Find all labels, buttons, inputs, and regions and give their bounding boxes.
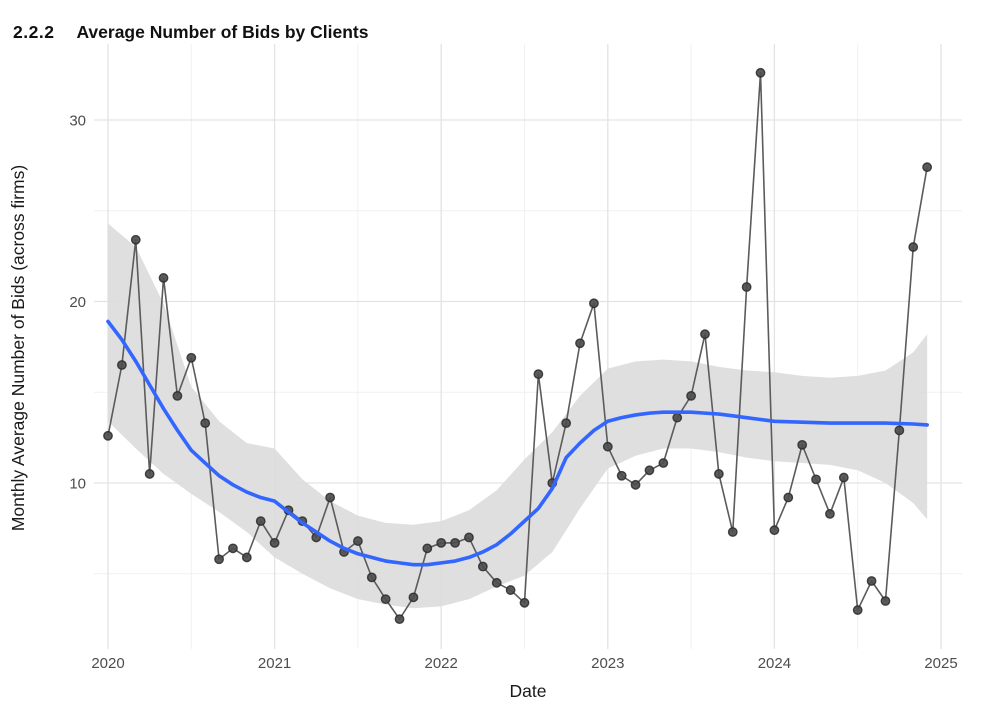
- data-point: [644, 465, 655, 476]
- data-point: [228, 543, 238, 554]
- data-point: [505, 585, 516, 595]
- data-point: [811, 474, 821, 485]
- data-point: [880, 596, 891, 606]
- data-point: [825, 508, 835, 519]
- data-point: [380, 594, 391, 605]
- data-point: [130, 234, 141, 245]
- data-point: [575, 338, 585, 349]
- data-point: [602, 441, 613, 452]
- data-point: [269, 537, 280, 548]
- data-point: [200, 418, 211, 429]
- data-point: [755, 67, 766, 78]
- data-point: [589, 298, 599, 309]
- data-point: [797, 439, 808, 450]
- data-point: [727, 527, 738, 537]
- y-tick-label: 10: [69, 476, 86, 493]
- data-point: [838, 472, 849, 483]
- data-point: [672, 412, 683, 423]
- data-point: [255, 516, 266, 527]
- data-point: [741, 282, 752, 292]
- x-tick-label: 2023: [591, 655, 624, 672]
- section-number: 2.2.2: [13, 21, 55, 42]
- data-point: [922, 162, 933, 173]
- data-point: [783, 492, 794, 503]
- data-point: [686, 390, 696, 401]
- smooth-trend-line: [106, 319, 929, 567]
- x-axis-title: Date: [510, 681, 547, 701]
- y-tick-label: 20: [69, 294, 86, 311]
- data-point: [436, 537, 447, 548]
- data-point: [700, 329, 710, 340]
- data-point: [422, 543, 433, 554]
- data-point: [325, 492, 336, 503]
- data-point: [491, 577, 502, 588]
- data-point: [630, 479, 641, 490]
- x-tick-label: 2024: [758, 655, 791, 672]
- title-text: Average Number of Bids by Clients: [76, 21, 369, 42]
- data-point: [852, 605, 863, 615]
- data-point: [713, 469, 724, 479]
- data-point: [769, 525, 780, 536]
- data-point: [658, 458, 669, 468]
- page-title: 2.2.2 Average Number of Bids by Clients: [13, 22, 369, 43]
- data-point: [408, 592, 419, 603]
- data-point: [908, 242, 919, 252]
- y-axis-title: Monthly Average Number of Bids (across f…: [8, 165, 28, 531]
- data-point: [241, 552, 252, 563]
- data-point: [533, 369, 544, 379]
- data-point: [894, 425, 905, 436]
- x-tick-label: 2025: [924, 655, 957, 672]
- data-point: [394, 614, 405, 625]
- data-point: [144, 469, 155, 479]
- data-point: [477, 561, 488, 572]
- data-point: [158, 273, 169, 283]
- data-point: [450, 537, 460, 548]
- x-tick-label: 2022: [425, 655, 458, 672]
- confidence-band: [108, 223, 928, 609]
- data-point: [866, 576, 877, 586]
- x-tick-label: 2020: [91, 655, 124, 672]
- data-point: [186, 352, 197, 363]
- data-point: [561, 418, 572, 429]
- data-point: [352, 536, 363, 546]
- data-point: [116, 360, 127, 370]
- data-point: [214, 554, 224, 565]
- data-point: [464, 532, 474, 543]
- data-point: [103, 430, 113, 441]
- data-point: [616, 470, 627, 481]
- y-tick-label: 30: [69, 113, 86, 130]
- data-point: [519, 597, 530, 608]
- data-point: [366, 572, 377, 583]
- data-point: [172, 390, 183, 401]
- x-tick-label: 2021: [258, 655, 291, 672]
